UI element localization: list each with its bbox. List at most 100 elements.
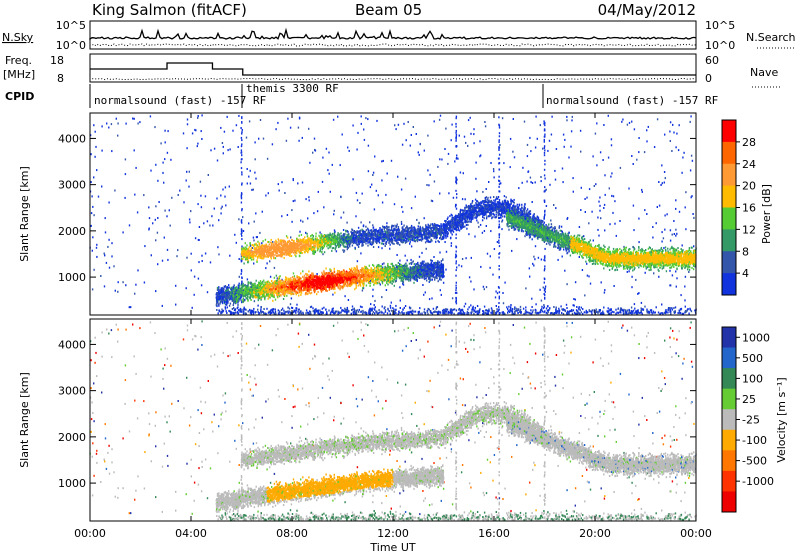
power-point [544, 260, 545, 262]
power-point [544, 248, 545, 250]
power-point [532, 182, 533, 184]
power-point [435, 277, 436, 279]
power-point [421, 264, 422, 266]
power-point [578, 312, 579, 314]
power-point [232, 308, 233, 310]
power-point [685, 228, 686, 230]
power-point [340, 196, 341, 198]
power-point [268, 312, 269, 314]
power-point [238, 285, 239, 287]
power-point [216, 309, 217, 311]
power-point [672, 274, 673, 276]
power-point [448, 153, 449, 155]
power-point [330, 269, 331, 271]
power-point [409, 311, 410, 313]
power-point [323, 270, 324, 272]
power-point [509, 311, 510, 313]
power-point [669, 270, 670, 272]
power-point [391, 310, 392, 312]
power-point [482, 310, 483, 312]
power-point [241, 273, 242, 275]
power-point [670, 121, 671, 123]
power-point [167, 249, 168, 251]
power-point [455, 256, 456, 258]
power-point [455, 181, 456, 183]
power-point [664, 182, 665, 184]
power-point [93, 124, 94, 126]
power-point [416, 219, 417, 221]
power-point [164, 158, 165, 160]
power-point [345, 309, 346, 311]
nsearch-trace [90, 44, 696, 46]
power-point [370, 303, 371, 305]
power-point [167, 259, 168, 261]
power-point [241, 116, 242, 118]
power-point [260, 299, 261, 301]
power-point [255, 178, 256, 180]
power-point [480, 266, 481, 268]
power-point [557, 259, 558, 261]
power-point [282, 280, 283, 282]
power-point [611, 144, 612, 146]
power-point [105, 231, 106, 233]
power-point [259, 232, 260, 234]
power-point [214, 148, 215, 150]
power-point [544, 269, 545, 271]
power-point [274, 277, 275, 279]
power-point [423, 261, 424, 263]
power-point [458, 309, 459, 311]
power-point [580, 130, 581, 132]
power-point [439, 252, 440, 254]
power-point [611, 138, 612, 140]
power-point [241, 184, 242, 186]
power-point [482, 232, 483, 234]
power-point [601, 281, 602, 283]
power-point [554, 170, 555, 172]
power-point [658, 312, 659, 314]
power-point [575, 281, 576, 283]
power-point [104, 253, 105, 255]
power-point [150, 170, 151, 172]
power-point [498, 253, 499, 255]
power-point [241, 222, 242, 224]
power-point [499, 169, 500, 171]
power-point [604, 174, 605, 176]
power-point [382, 312, 383, 314]
power-point [462, 309, 463, 311]
power-point [600, 217, 601, 219]
power-point [543, 120, 544, 122]
power-point [485, 312, 486, 314]
power-point [423, 274, 424, 276]
power-point [347, 147, 348, 149]
power-point [312, 307, 313, 309]
power-point [672, 309, 673, 311]
power-point [455, 289, 456, 291]
power-point [101, 186, 102, 188]
power-point [241, 121, 242, 123]
power-point [486, 313, 487, 315]
power-point [503, 162, 504, 164]
power-point [455, 140, 456, 142]
power-point [524, 204, 525, 206]
power-point [132, 118, 133, 120]
power-point [332, 311, 333, 313]
power-point [416, 133, 417, 135]
power-point [597, 229, 598, 231]
power-point [571, 309, 572, 311]
power-point [585, 312, 586, 314]
power-point [410, 307, 411, 309]
power-point [477, 305, 478, 307]
power-point [573, 191, 574, 193]
power-point [226, 310, 227, 312]
power-point [282, 313, 283, 315]
power-point [233, 304, 234, 306]
power-point [217, 246, 218, 248]
nsky-panel: N.Sky 10^5 10^0 10^5 10^0 N.Search [2, 19, 796, 52]
power-point [313, 212, 314, 214]
power-point [684, 299, 685, 301]
power-point [641, 189, 642, 191]
power-point [253, 189, 254, 191]
power-point [134, 118, 135, 120]
